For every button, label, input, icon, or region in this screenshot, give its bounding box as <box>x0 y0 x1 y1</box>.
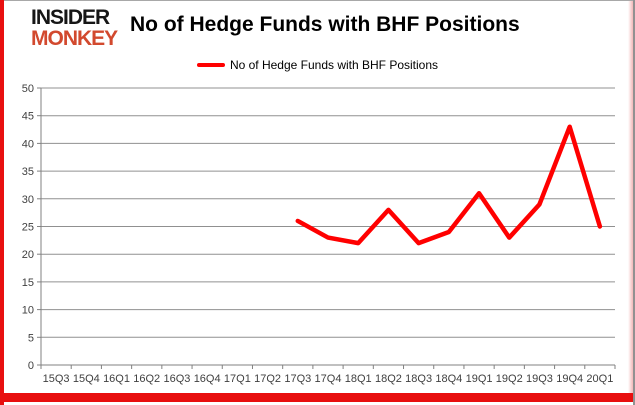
chart-title: No of Hedge Funds with BHF Positions <box>130 13 520 36</box>
legend-line-swatch <box>196 63 225 67</box>
legend: No of Hedge Funds with BHF Positions <box>0 58 635 72</box>
x-tick-label: 20Q1 <box>586 373 613 385</box>
y-tick-label: 20 <box>22 249 34 261</box>
legend-label: No of Hedge Funds with BHF Positions <box>229 58 439 72</box>
x-tick-label: 15Q3 <box>43 373 70 385</box>
y-tick-label: 35 <box>22 166 34 178</box>
y-tick-label: 30 <box>22 194 34 206</box>
x-tick-label: 19Q4 <box>556 373 583 385</box>
frame-accent-bottom <box>0 393 633 402</box>
frame-border-right <box>633 0 635 405</box>
frame-border-top <box>0 0 635 1</box>
y-tick-label: 10 <box>22 305 34 317</box>
x-tick-label: 16Q3 <box>163 373 190 385</box>
logo-monkey-text: MONKEY <box>31 27 118 50</box>
x-tick-label: 16Q2 <box>133 373 160 385</box>
frame-shadow-right <box>628 1 633 393</box>
logo-insider-text: INSIDER <box>31 6 110 29</box>
x-tick-label: 17Q4 <box>315 373 342 385</box>
y-tick-label: 50 <box>22 83 34 95</box>
x-tick-label: 17Q1 <box>224 373 251 385</box>
x-tick-label: 18Q4 <box>435 373 462 385</box>
insider-monkey-logo: INSIDER MONKEY <box>31 6 118 50</box>
x-tick-label: 16Q4 <box>194 373 221 385</box>
y-tick-label: 15 <box>22 277 34 289</box>
y-tick-label: 25 <box>22 222 34 234</box>
frame-border-left <box>0 0 4 405</box>
x-tick-label: 15Q4 <box>73 373 100 385</box>
x-tick-label: 19Q3 <box>526 373 553 385</box>
x-tick-label: 19Q2 <box>496 373 523 385</box>
y-tick-label: 5 <box>28 332 34 344</box>
x-tick-label: 17Q3 <box>284 373 311 385</box>
x-tick-label: 18Q3 <box>405 373 432 385</box>
y-tick-label: 0 <box>28 360 34 372</box>
y-tick-label: 45 <box>22 111 34 123</box>
x-tick-label: 16Q1 <box>103 373 130 385</box>
x-tick-label: 18Q2 <box>375 373 402 385</box>
x-tick-label: 18Q1 <box>345 373 372 385</box>
y-tick-label: 40 <box>22 138 34 150</box>
series-line <box>295 124 603 246</box>
x-tick-label: 19Q1 <box>466 373 493 385</box>
x-tick-label: 17Q2 <box>254 373 281 385</box>
